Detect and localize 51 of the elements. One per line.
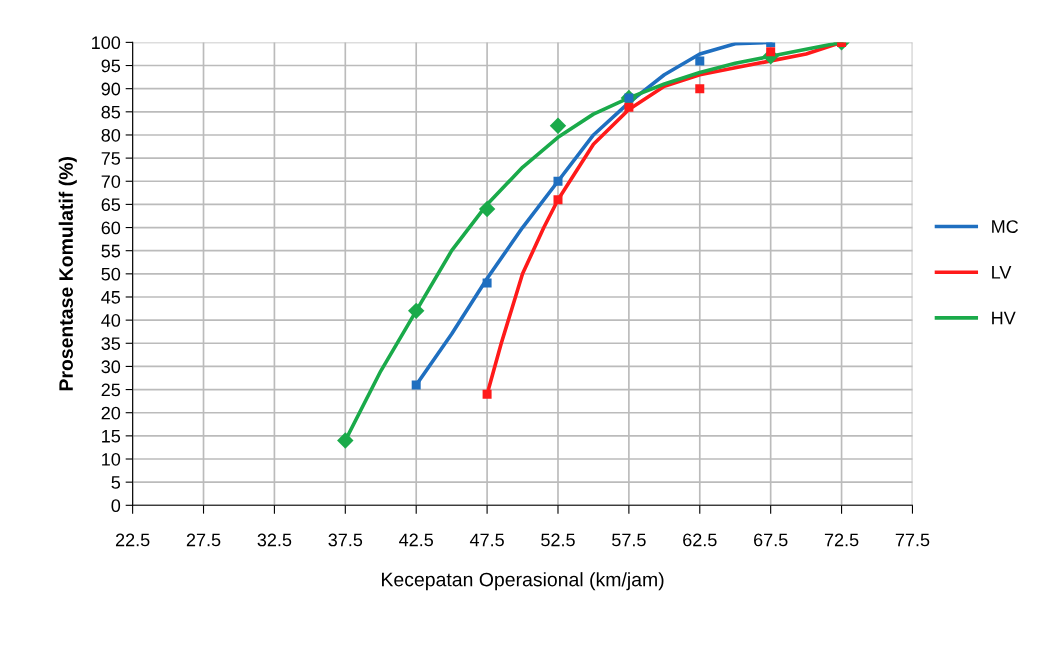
- y-tick-label: 15: [102, 429, 121, 443]
- legend-label: MC: [992, 220, 1019, 233]
- y-tick-label: 50: [101, 267, 121, 281]
- y-tick-label: 70: [101, 175, 121, 188]
- x-tick-label: 47.5: [469, 533, 504, 547]
- y-tick-label: 95: [101, 59, 121, 73]
- y-tick-label: 20: [101, 406, 121, 420]
- x-tick-label: 42.5: [399, 533, 434, 547]
- y-tick-label: 80: [101, 128, 121, 142]
- point: [411, 380, 421, 390]
- x-tick-label: 52.5: [541, 533, 575, 547]
- y-tick-label: 85: [101, 105, 121, 119]
- point: [695, 56, 705, 66]
- y-tick-label: 35: [101, 337, 121, 350]
- point: [482, 278, 492, 288]
- y-tick-label: 90: [101, 82, 121, 96]
- y-tick-label: 5: [111, 476, 121, 489]
- x-tick-label: 67.5: [754, 533, 788, 547]
- x-tick-label: 22.5: [115, 533, 150, 547]
- x-tick-label: 77.5: [895, 533, 930, 547]
- y-tick-label: 0: [111, 499, 121, 513]
- point: [553, 195, 563, 205]
- y-tick-label: 75: [101, 152, 121, 165]
- legend-label: LV: [992, 266, 1012, 279]
- point: [549, 117, 567, 134]
- point: [766, 47, 776, 57]
- y-tick-label: 60: [101, 221, 121, 235]
- y-tick-label: 45: [101, 291, 121, 304]
- x-tick-label: 57.5: [612, 533, 646, 547]
- x-tick-label: 37.5: [328, 533, 363, 547]
- point: [407, 302, 425, 320]
- x-tick-label: 32.5: [257, 533, 292, 547]
- y-tick-label: 40: [101, 314, 121, 327]
- point: [695, 84, 705, 94]
- x-tick-label: 62.5: [683, 533, 717, 547]
- y-tick-label: 55: [101, 244, 121, 258]
- y-tick-label: 10: [102, 452, 121, 466]
- y-tick-label: 100: [92, 36, 121, 50]
- y-tick-label: 25: [101, 383, 121, 397]
- point: [482, 389, 492, 399]
- point: [478, 200, 496, 218]
- x-tick-label: 27.5: [186, 533, 221, 547]
- point: [624, 102, 634, 112]
- point: [553, 176, 563, 186]
- point: [337, 432, 354, 449]
- legend-label: HV: [992, 311, 1016, 325]
- x-tick-label: 72.5: [824, 533, 859, 547]
- y-tick-label: 30: [101, 360, 121, 374]
- y-tick-label: 65: [101, 198, 121, 212]
- x-axis-title: Kecepatan Operasional (km/jam): [382, 572, 664, 591]
- y-axis-title: Prosentase Komulatif (%): [58, 157, 77, 391]
